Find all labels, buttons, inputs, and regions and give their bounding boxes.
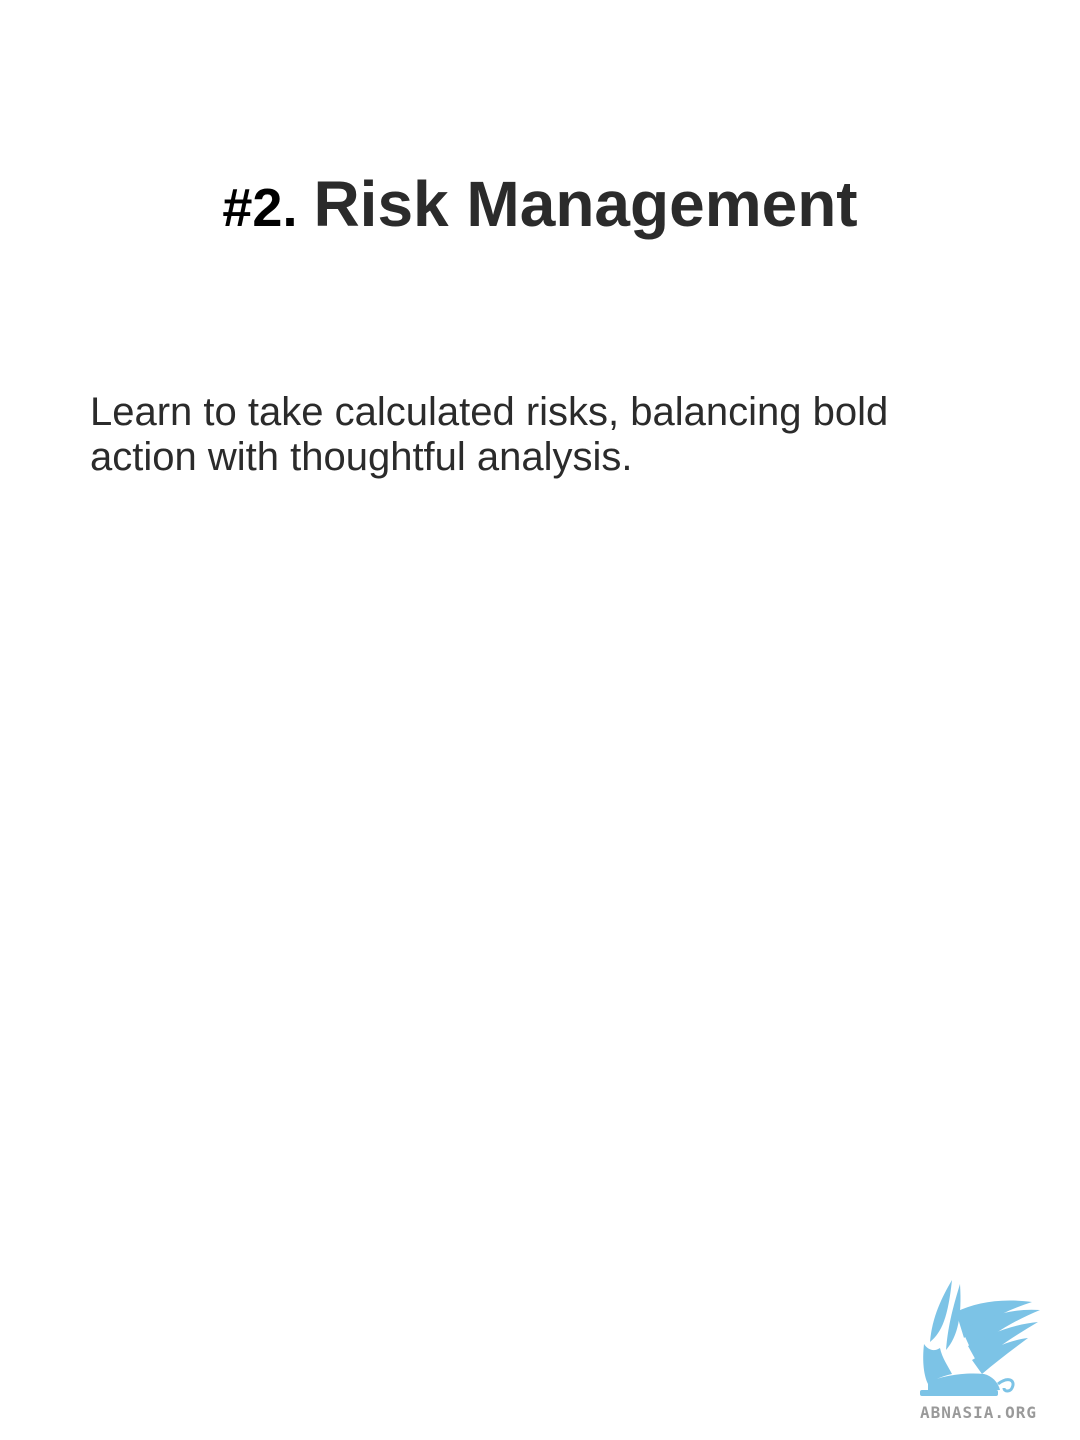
slide-number: #2. [222, 178, 298, 238]
body-line: action with thoughtful analysis. [90, 435, 633, 479]
slide-title: #2. Risk Management [0, 172, 1080, 236]
logo-text: ABNASIA.ORG [920, 1403, 1037, 1422]
griffin-logo-icon: ABNASIA.ORG [920, 1280, 1040, 1422]
body-line: Learn to take calculated risks, balancin… [90, 390, 889, 434]
slide-title-text: Risk Management [313, 168, 858, 240]
slide-body: Learn to take calculated risks, balancin… [90, 390, 990, 480]
abnasia-logo: ABNASIA.ORG [912, 1272, 1076, 1422]
